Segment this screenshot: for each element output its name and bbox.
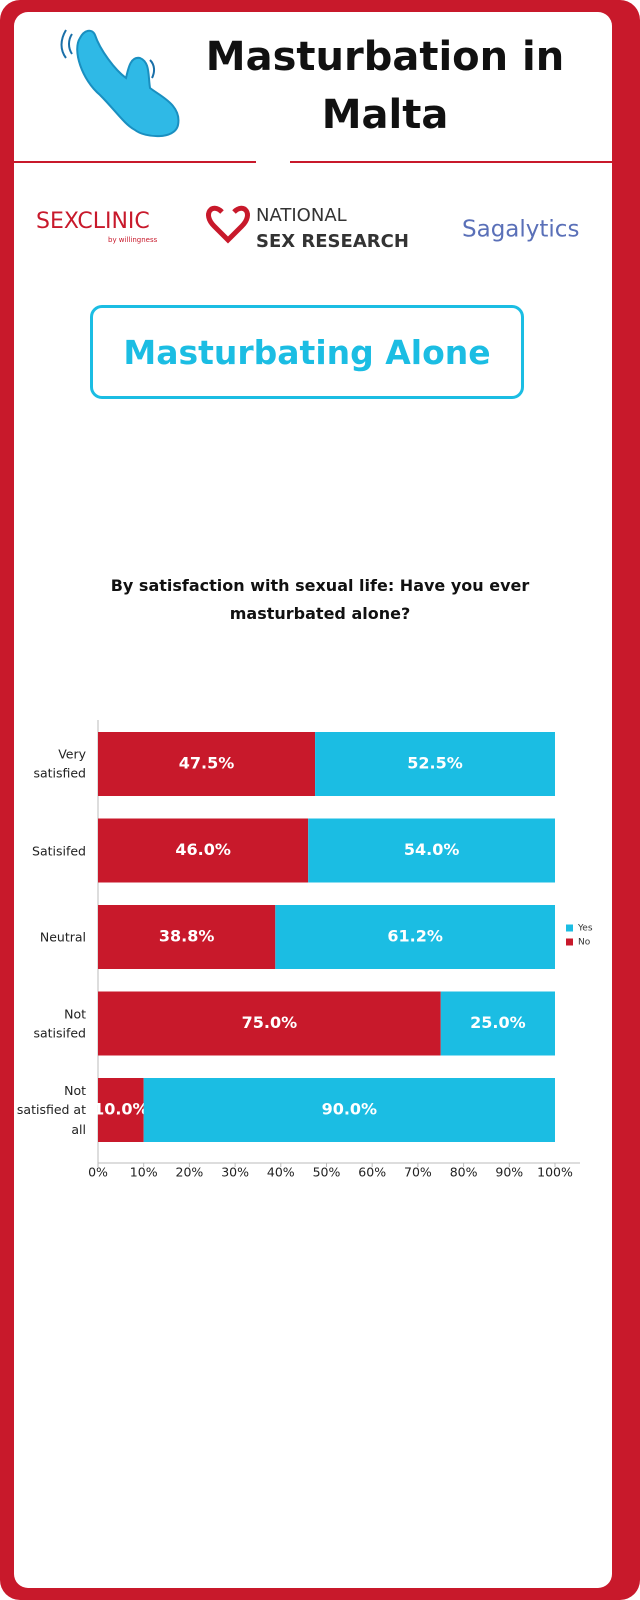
icon (60, 29, 180, 138)
data-label: 90.0% (322, 1100, 378, 1119)
bar (275, 905, 555, 969)
bar (98, 818, 309, 883)
x-tick-label: 10% (130, 1165, 158, 1180)
bar (98, 991, 441, 1056)
bar (98, 905, 276, 969)
x-tick-label: 30% (221, 1165, 249, 1180)
x-tick-label: 100% (537, 1165, 573, 1180)
data-label: 75.0% (242, 1013, 298, 1032)
x-tick-label: 0% (88, 1165, 108, 1180)
bar (308, 818, 555, 883)
y-tick-label: Very satisfied (33, 746, 86, 781)
logo-nsr: SEX RESEARCH (256, 231, 409, 252)
logo-nsr: NATIONAL (256, 205, 347, 226)
data-label: 47.5% (179, 754, 235, 773)
bar (315, 732, 555, 796)
chart-title: By satisfaction with sexual life: Have y… (110, 576, 530, 623)
x-tick-label: 70% (404, 1165, 432, 1180)
bar (98, 1078, 144, 1142)
logo-sub: by willingness (108, 236, 158, 244)
data-label: 54.0% (404, 840, 460, 859)
logo-sexclinic: SEXCLINIC (36, 209, 150, 234)
x-tick-label: 90% (495, 1165, 523, 1180)
x-tick-label: 80% (450, 1165, 478, 1180)
page-title: Masturbation in Malta (205, 34, 565, 138)
data-label: 46.0% (175, 840, 231, 859)
logo-sagalytics: Sagalytics (462, 217, 579, 243)
data-label: 61.2% (387, 927, 443, 946)
legend-label: Yes (577, 924, 593, 934)
legend-swatch (566, 938, 573, 946)
x-tick-label: 60% (358, 1165, 386, 1180)
legend-label: No (578, 938, 591, 948)
x-tick-label: 20% (176, 1165, 204, 1180)
y-tick-label: Not satisifed (33, 1006, 86, 1041)
y-tick-label: Not satisfied at all (16, 1082, 86, 1137)
logo-heart (206, 205, 250, 244)
data-label: 10.0% (93, 1100, 149, 1119)
bar (440, 991, 555, 1056)
data-label: 25.0% (470, 1013, 526, 1032)
x-tick-label: 50% (313, 1165, 341, 1180)
legend-swatch (566, 924, 573, 932)
data-label: 52.5% (407, 754, 463, 773)
bar (98, 732, 316, 796)
section-title: Masturbating Alone (90, 305, 524, 399)
bar (143, 1078, 555, 1142)
card (14, 12, 612, 1588)
y-tick-label: Neutral (39, 929, 86, 945)
x-tick-label: 40% (267, 1165, 295, 1180)
data-label: 38.8% (159, 927, 215, 946)
y-tick-label: Satisifed (32, 842, 86, 858)
